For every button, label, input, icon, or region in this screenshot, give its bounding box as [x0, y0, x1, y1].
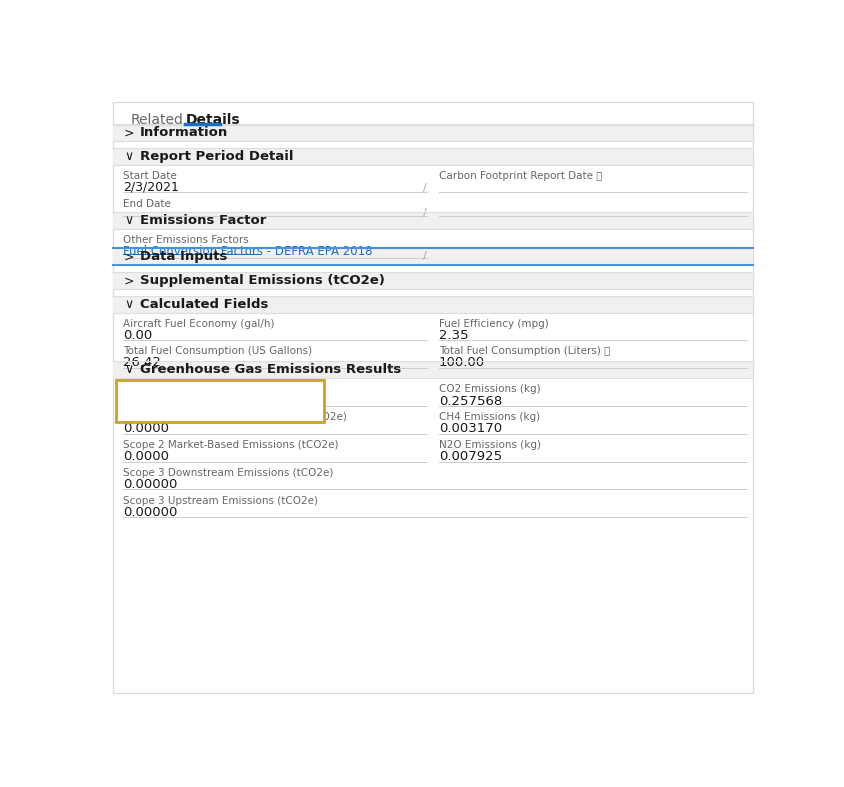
- Text: CH4 Emissions (kg): CH4 Emissions (kg): [438, 412, 539, 423]
- Text: Aircraft Fuel Economy (gal/h): Aircraft Fuel Economy (gal/h): [122, 319, 273, 328]
- Text: >: >: [123, 127, 134, 139]
- Text: Carbon Footprint Report Date ⓘ: Carbon Footprint Report Date ⓘ: [438, 171, 602, 181]
- Bar: [113, 124, 752, 142]
- Text: >: >: [123, 275, 134, 287]
- Text: ∨: ∨: [124, 214, 133, 227]
- Text: Scope 3 Downstream Emissions (tCO2e): Scope 3 Downstream Emissions (tCO2e): [122, 468, 333, 478]
- Bar: [113, 212, 752, 229]
- Text: 0.007925: 0.007925: [438, 450, 501, 464]
- Text: 0.00000: 0.00000: [122, 505, 177, 519]
- Text: 0.003170: 0.003170: [438, 423, 501, 435]
- Text: ∨: ∨: [124, 150, 133, 164]
- Text: Supplemental Emissions (tCO2e): Supplemental Emissions (tCO2e): [139, 275, 384, 287]
- Bar: [113, 249, 752, 265]
- Bar: [113, 361, 752, 378]
- Text: /: /: [423, 208, 426, 218]
- Text: Other Emissions Factors: Other Emissions Factors: [122, 235, 248, 245]
- Text: 0.00: 0.00: [122, 328, 152, 342]
- Text: 2.35: 2.35: [438, 328, 468, 342]
- Text: ∨: ∨: [124, 298, 133, 311]
- Text: Total Fuel Consumption (Liters) ⓘ: Total Fuel Consumption (Liters) ⓘ: [438, 346, 609, 357]
- Text: Total Fuel Consumption (US Gallons): Total Fuel Consumption (US Gallons): [122, 346, 311, 357]
- Text: 0.00000: 0.00000: [122, 478, 177, 491]
- Text: >: >: [123, 250, 134, 264]
- Text: Greenhouse Gas Emissions Results: Greenhouse Gas Emissions Results: [139, 363, 401, 376]
- Text: Data Inputs: Data Inputs: [139, 250, 227, 264]
- Text: 2/3/2021: 2/3/2021: [122, 181, 178, 194]
- Text: Start Date: Start Date: [122, 171, 176, 181]
- Bar: [116, 380, 324, 423]
- Text: End Date: End Date: [122, 199, 170, 209]
- Bar: [113, 148, 752, 165]
- Text: 0.0000: 0.0000: [122, 450, 169, 464]
- Text: 26.42: 26.42: [122, 357, 160, 369]
- Text: Information: Information: [139, 127, 228, 139]
- Text: /: /: [423, 183, 426, 193]
- Text: 100.00: 100.00: [438, 357, 484, 369]
- Text: Related: Related: [130, 113, 183, 127]
- Text: /: /: [423, 251, 426, 260]
- Bar: [113, 272, 752, 290]
- Text: Fuel Conversion Factors - DEFRA EPA 2018: Fuel Conversion Factors - DEFRA EPA 2018: [122, 246, 371, 258]
- Text: Scope 3 Upstream Emissions (tCO2e): Scope 3 Upstream Emissions (tCO2e): [122, 496, 317, 505]
- Text: Emissions Factor: Emissions Factor: [139, 214, 266, 227]
- Text: Details: Details: [186, 113, 241, 127]
- Text: Calculated Fields: Calculated Fields: [139, 298, 268, 311]
- Text: Fuel Efficiency (mpg): Fuel Efficiency (mpg): [438, 319, 548, 328]
- Bar: [113, 296, 752, 313]
- Text: ∨: ∨: [124, 363, 133, 376]
- Text: 0.0024: 0.0024: [122, 395, 169, 408]
- Text: Report Period Detail: Report Period Detail: [139, 150, 293, 164]
- Text: Scope 1 Emissions (tCO2e): Scope 1 Emissions (tCO2e): [122, 384, 263, 394]
- Text: N2O Emissions (kg): N2O Emissions (kg): [438, 440, 540, 450]
- Text: Scope 2 Location-Based Emissions (tCO2e): Scope 2 Location-Based Emissions (tCO2e): [122, 412, 346, 423]
- Text: Scope 2 Market-Based Emissions (tCO2e): Scope 2 Market-Based Emissions (tCO2e): [122, 440, 338, 450]
- Text: 0.0000: 0.0000: [122, 423, 169, 435]
- Text: CO2 Emissions (kg): CO2 Emissions (kg): [438, 384, 540, 394]
- Text: 0.257568: 0.257568: [438, 395, 501, 408]
